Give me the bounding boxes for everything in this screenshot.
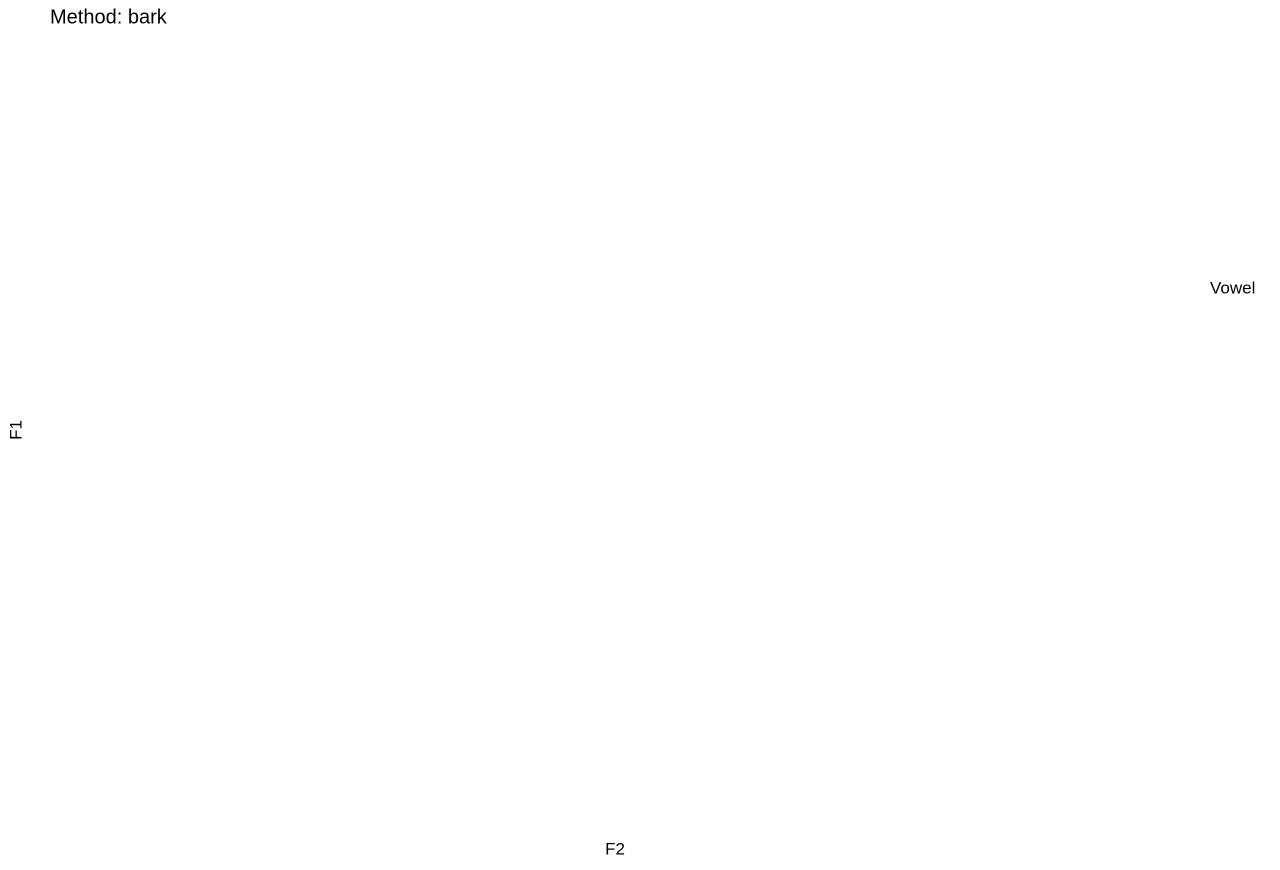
x-axis-label: F2 xyxy=(605,839,625,858)
y-axis-label: F1 xyxy=(6,420,25,440)
chart-title: Method: bark xyxy=(50,6,168,28)
legend-title: Vowel xyxy=(1210,278,1255,297)
